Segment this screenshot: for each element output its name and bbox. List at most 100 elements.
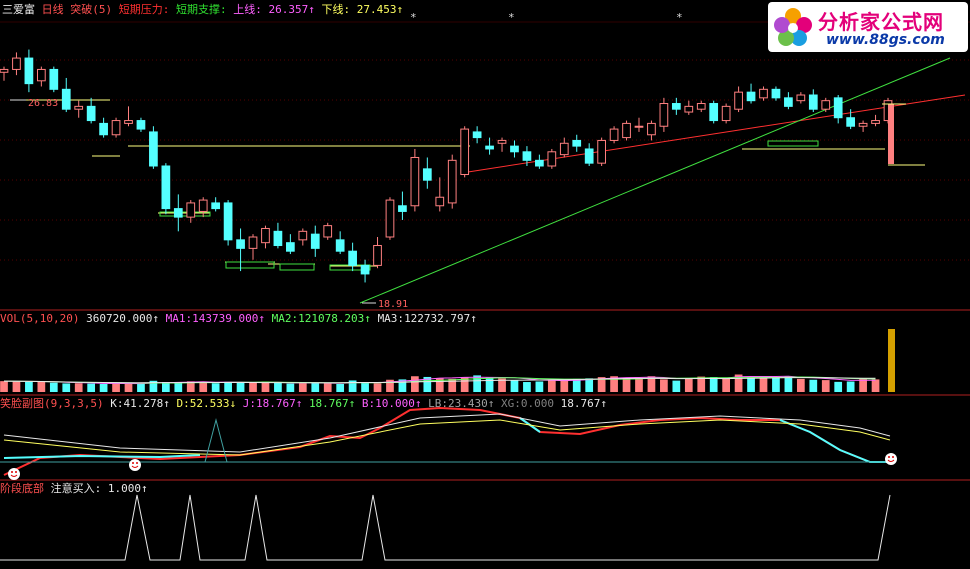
candle-body <box>734 91 743 110</box>
volume-bar <box>62 383 71 392</box>
candle-body <box>659 103 669 127</box>
signal-label: 注意买入: <box>50 482 102 495</box>
volume-bar <box>473 375 481 392</box>
volume-bar <box>361 382 369 392</box>
candle-body <box>211 202 221 210</box>
candle-body <box>49 68 59 90</box>
volume-bar <box>74 383 83 392</box>
d-label: D: <box>176 397 190 410</box>
k-label: K: <box>110 397 124 410</box>
upper-line-value: 26.357↑ <box>268 3 315 16</box>
candle-body <box>808 94 818 110</box>
volume-bar <box>523 382 531 392</box>
candle-body <box>559 142 569 156</box>
support-trendline <box>359 57 951 304</box>
volume-bar <box>460 377 469 392</box>
candle-body <box>609 128 619 141</box>
volume-bar <box>12 381 21 392</box>
candle-body <box>186 202 196 218</box>
volume-title[interactable]: VOL(5,10,20) <box>0 312 80 325</box>
ma2-value: 121078.203↑ <box>298 312 371 325</box>
volume-bar <box>137 383 145 392</box>
volume-bar <box>747 376 755 392</box>
volume-bar <box>610 376 618 392</box>
bottom-title[interactable]: 阶段底部 <box>0 482 44 495</box>
candle-body <box>510 145 519 153</box>
signal-value: 1.000↑ <box>107 482 148 495</box>
volume-bar <box>647 376 656 392</box>
upper-line-label: 上线: <box>233 3 262 16</box>
volume-bar <box>274 382 282 392</box>
star-marker-1: * <box>410 11 417 24</box>
candle-body <box>385 199 395 238</box>
volume-bar <box>722 377 731 392</box>
volume-bar <box>635 378 643 392</box>
candle-body <box>223 202 233 241</box>
volume-bar <box>759 376 768 392</box>
candle-body <box>398 205 407 212</box>
smiley-eye <box>132 462 134 464</box>
period-label[interactable]: 日线 <box>41 3 64 16</box>
candle-body <box>310 233 320 249</box>
candle-body <box>173 208 183 218</box>
volume-bar <box>772 377 780 392</box>
smiley-eye <box>136 462 138 464</box>
j-label: J: <box>242 397 256 410</box>
candle-body <box>472 131 482 139</box>
logo-title: 分析家公式网 <box>818 10 944 34</box>
candle-body <box>273 230 283 247</box>
xg-label: XG: <box>501 397 521 410</box>
candle-body <box>161 165 171 210</box>
k-value: 41.278↑ <box>123 397 170 410</box>
main-chart-header: 三爱富 日线 突破(5) 短期压力: 短期支撑: 上线: 26.357↑ 下线:… <box>2 3 403 16</box>
stock-name: 三爱富 <box>2 3 35 16</box>
kdj-title[interactable]: 笑脸副图(9,3,3,5) <box>0 397 104 410</box>
candle-body <box>111 120 121 136</box>
candle-body <box>286 242 295 252</box>
candle-body <box>74 105 84 110</box>
volume-bar <box>236 382 245 392</box>
ma1-label: MA1: <box>165 312 193 325</box>
volume-bar <box>709 377 718 392</box>
candle-body <box>136 120 146 130</box>
ma3-value: 122732.797↑ <box>404 312 477 325</box>
candle-body <box>696 103 706 110</box>
kdj-j-line <box>3 419 891 456</box>
candle-body <box>410 156 420 207</box>
ma3-label: MA3: <box>377 312 405 325</box>
volume-bar <box>49 382 58 392</box>
volume-bar <box>448 378 457 392</box>
flower-logo-icon <box>774 8 812 46</box>
d-value: 52.533↓ <box>189 397 237 410</box>
candle-body <box>721 105 731 122</box>
volume-bar <box>87 383 96 392</box>
candle-body <box>709 103 719 122</box>
candle-body <box>422 168 432 181</box>
volume-bar <box>348 380 357 392</box>
smiley-eye <box>15 471 17 473</box>
candle-body <box>497 139 507 144</box>
candle-body <box>622 122 631 139</box>
candle-body <box>124 120 133 124</box>
volume-bar <box>560 379 569 392</box>
j-value: 18.767↑ <box>255 397 303 410</box>
candle-body <box>373 245 382 266</box>
candle-body <box>846 117 856 127</box>
volume-bar <box>510 380 519 392</box>
volume-bar <box>311 382 320 392</box>
volume-bar <box>697 376 706 392</box>
candle-body <box>86 105 96 122</box>
candle-body <box>547 151 557 167</box>
candle-body <box>149 131 158 167</box>
candle-body <box>447 159 457 204</box>
volume-bar <box>485 377 494 392</box>
smiley-mouth <box>131 465 139 468</box>
volume-bar <box>261 381 270 392</box>
volume-bar <box>572 378 581 392</box>
b-value: 10.000↑ <box>375 397 422 410</box>
kdj-d-line <box>3 413 891 453</box>
volume-bar <box>498 378 506 392</box>
candle-body <box>821 100 831 110</box>
volume-bar <box>597 377 606 392</box>
